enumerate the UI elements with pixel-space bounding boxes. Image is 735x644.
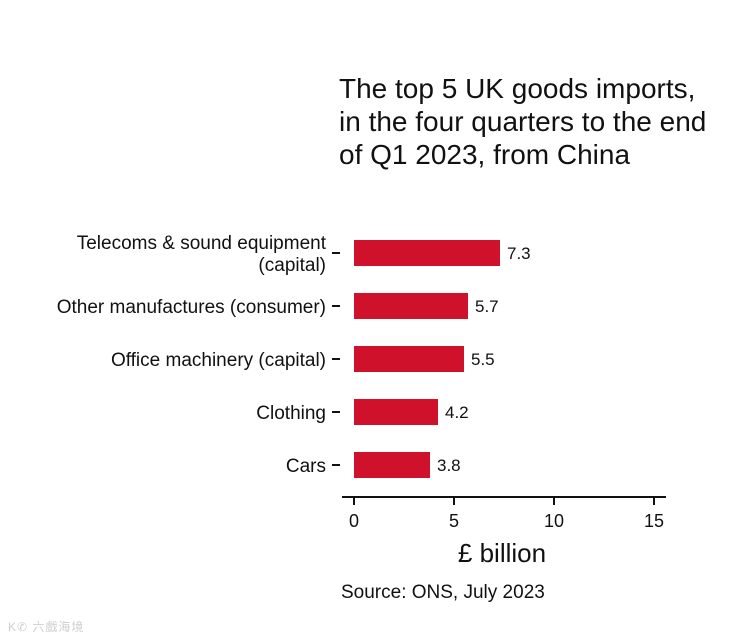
bar-value-label: 7.3 — [507, 244, 531, 263]
bar — [354, 293, 468, 319]
category-label: Office machinery (capital) — [111, 350, 326, 371]
bar-value-label: 3.8 — [437, 456, 461, 475]
category-labels: Telecoms & sound equipment(capital) Other… — [57, 233, 340, 477]
bar-value-label: 5.5 — [471, 350, 495, 369]
x-axis: 0 5 10 15 — [342, 496, 666, 531]
category-label: Clothing — [256, 403, 326, 424]
x-tick-label: 5 — [449, 511, 459, 531]
source-note: Source: ONS, July 2023 — [341, 582, 545, 603]
bar — [354, 346, 464, 372]
bar — [354, 452, 430, 478]
watermark: K✆ 六戲海境 — [8, 620, 85, 634]
x-tick-label: 15 — [644, 511, 664, 531]
category-label: Cars — [286, 456, 326, 477]
category-label: (capital) — [258, 255, 326, 276]
category-label: Telecoms & sound equipment — [77, 233, 327, 254]
x-tick-label: 10 — [544, 511, 564, 531]
bar-value-label: 5.7 — [475, 297, 499, 316]
x-tick-label: 0 — [349, 511, 359, 531]
bars: 7.3 5.7 5.5 4.2 3.8 — [354, 240, 531, 478]
category-label: Other manufactures (consumer) — [57, 297, 326, 318]
bar — [354, 399, 438, 425]
chart-title: The top 5 UK goods imports, in the four … — [339, 73, 707, 170]
x-axis-title: £ billion — [458, 538, 546, 568]
bar-value-label: 4.2 — [445, 403, 469, 422]
bar — [354, 240, 500, 266]
